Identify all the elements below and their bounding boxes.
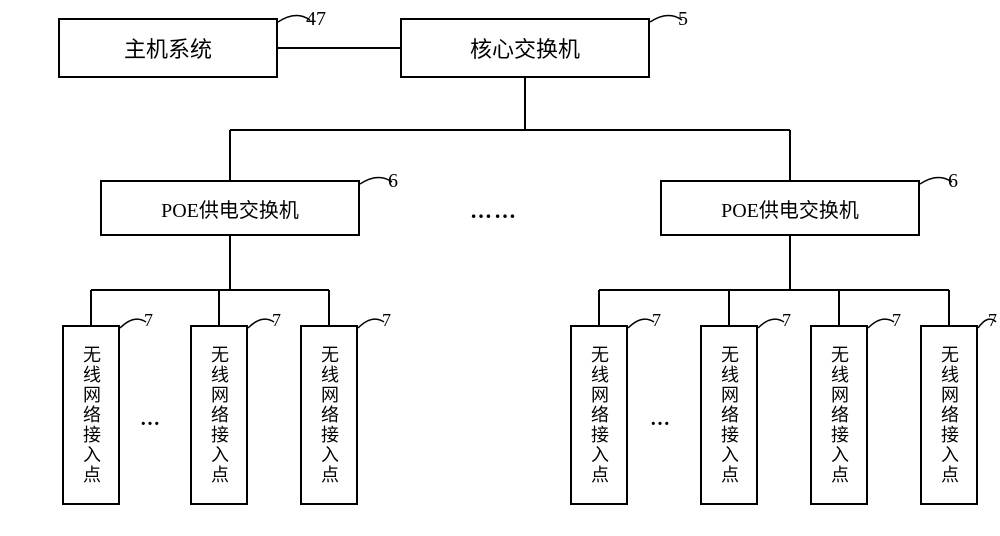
node-ap-l2-label: 无线网络接入点 bbox=[206, 345, 232, 485]
node-ap-l1: 无线网络接入点 bbox=[62, 325, 120, 505]
node-core: 核心交换机 bbox=[400, 18, 650, 78]
node-ap-r2: 无线网络接入点 bbox=[700, 325, 758, 505]
node-ap-l3-label: 无线网络接入点 bbox=[316, 345, 342, 485]
diagram-canvas: 主机系统 47 核心交换机 5 POE供电交换机 6 POE供电交换机 6 ……… bbox=[0, 0, 1000, 536]
node-ap-l3-num: 7 bbox=[382, 310, 391, 331]
node-ap-r3-label: 无线网络接入点 bbox=[826, 345, 852, 485]
node-poe-right-num: 6 bbox=[948, 170, 958, 193]
ellipsis-ap-right: … bbox=[650, 408, 672, 431]
node-host: 主机系统 bbox=[58, 18, 278, 78]
node-host-num: 47 bbox=[306, 8, 326, 31]
node-core-label: 核心交换机 bbox=[470, 32, 580, 64]
node-ap-l2: 无线网络接入点 bbox=[190, 325, 248, 505]
ellipsis-ap-left: … bbox=[140, 408, 162, 431]
node-ap-l3: 无线网络接入点 bbox=[300, 325, 358, 505]
node-host-label: 主机系统 bbox=[124, 32, 212, 64]
node-ap-r3: 无线网络接入点 bbox=[810, 325, 868, 505]
node-ap-l2-num: 7 bbox=[272, 310, 281, 331]
node-ap-r4-label: 无线网络接入点 bbox=[936, 345, 962, 485]
node-ap-r4: 无线网络接入点 bbox=[920, 325, 978, 505]
node-ap-r4-num: 7 bbox=[988, 310, 997, 331]
node-ap-l1-num: 7 bbox=[144, 310, 153, 331]
node-ap-r3-num: 7 bbox=[892, 310, 901, 331]
node-poe-left-num: 6 bbox=[388, 170, 398, 193]
node-ap-r1-num: 7 bbox=[652, 310, 661, 331]
ellipsis-poe: …… bbox=[470, 198, 518, 224]
node-ap-r1-label: 无线网络接入点 bbox=[586, 345, 612, 485]
node-poe-right-label: POE供电交换机 bbox=[721, 194, 859, 223]
node-ap-r2-label: 无线网络接入点 bbox=[716, 345, 742, 485]
node-ap-r2-num: 7 bbox=[782, 310, 791, 331]
node-poe-left-label: POE供电交换机 bbox=[161, 194, 299, 223]
node-ap-r1: 无线网络接入点 bbox=[570, 325, 628, 505]
node-poe-right: POE供电交换机 bbox=[660, 180, 920, 236]
node-poe-left: POE供电交换机 bbox=[100, 180, 360, 236]
node-core-num: 5 bbox=[678, 8, 688, 31]
node-ap-l1-label: 无线网络接入点 bbox=[78, 345, 104, 485]
